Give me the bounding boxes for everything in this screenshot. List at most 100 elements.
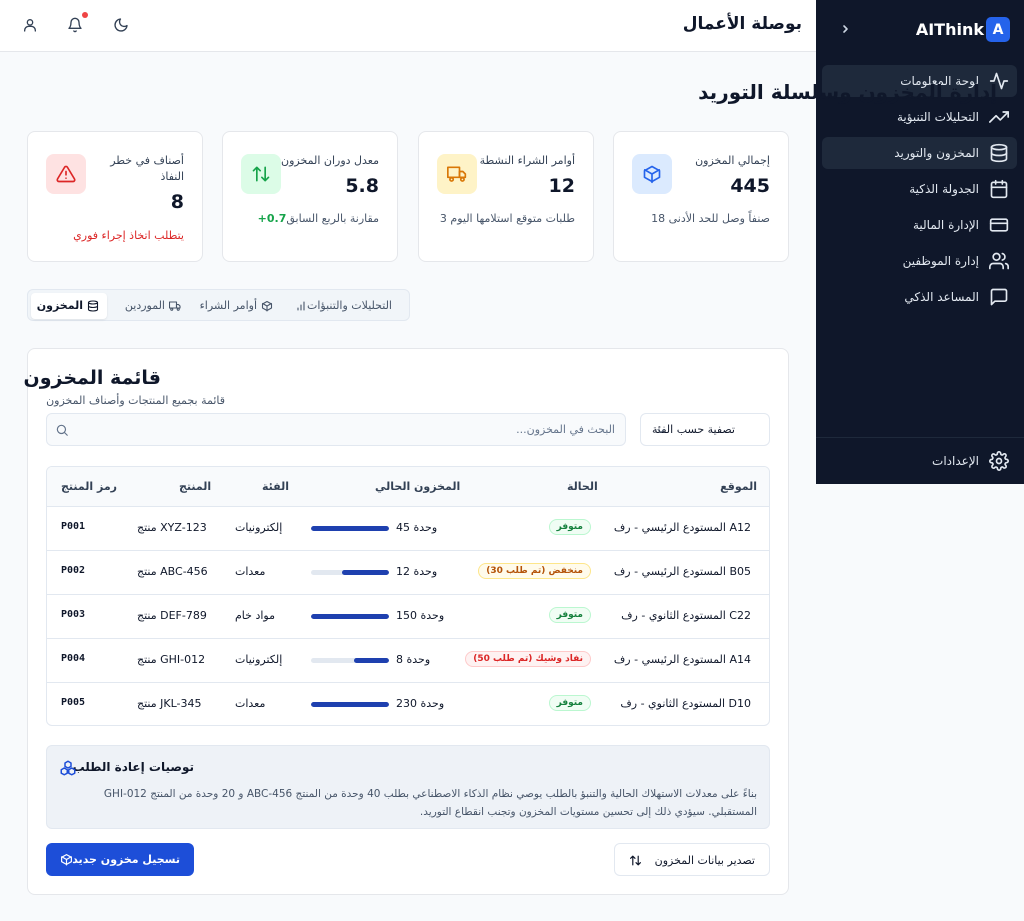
tab-label: الموردين	[124, 299, 165, 312]
panel-subtitle: قائمة بجميع المنتجات وأصناف المخزون	[46, 394, 225, 407]
top-bar: بوصلة الأعمال	[0, 0, 816, 52]
sidebar-item-predictive-analytics[interactable]: التحليلات التنبؤية	[822, 101, 1017, 133]
stat-footer: +0.7مقارنة بالربع السابق	[258, 212, 379, 225]
sidebar-item-label: إدارة الموظفين	[902, 254, 979, 268]
category-filter-select[interactable]: تصفية حسب الفئة	[640, 413, 770, 446]
column-header-stock: المخزون الحالي	[375, 480, 461, 493]
stat-card-turnover: معدل دوران المخزون 5.8 +0.7مقارنة بالربع…	[222, 131, 398, 262]
stat-card-purchase-orders: أوامر الشراء النشطة 12 3 طلبات متوقع است…	[418, 131, 594, 262]
stock-level-bar	[311, 702, 389, 707]
brand-logo: A	[986, 17, 1010, 42]
search-icon	[55, 423, 69, 437]
stock-level-bar	[311, 614, 389, 619]
stock-level-fill	[311, 614, 389, 619]
sidebar-divider	[816, 437, 1024, 438]
table-row[interactable]: P003 منتج DEF-789 مواد خام 150 وحدة متوفر الم…	[47, 595, 769, 639]
tab-purchase-orders[interactable]: أوامر الشراء	[191, 293, 281, 319]
recommendations-text: بناءً على معدلات الاستهلاك الحالية والتن…	[103, 788, 757, 818]
package-icon	[261, 300, 273, 312]
message-square-icon	[989, 287, 1009, 307]
column-header-code: رمز المنتج	[61, 480, 117, 493]
column-header-category: الفئة	[262, 480, 289, 493]
table-row[interactable]: P002 منتج ABC-456 معدات 12 وحدة منخفض (تم طل…	[47, 551, 769, 595]
sidebar-item-label: المخزون والتوريد	[894, 146, 979, 160]
button-label: تسجيل مخزون جديد	[72, 853, 180, 866]
users-icon	[989, 251, 1009, 271]
register-inventory-button[interactable]: تسجيل مخزون جديد	[46, 843, 194, 876]
alert-triangle-icon	[46, 154, 86, 194]
stock-level-fill	[342, 570, 389, 575]
table-header: رمز المنتج المنتج الفئة المخزون الحالي ا…	[47, 467, 769, 507]
tab-suppliers[interactable]: الموردين	[109, 293, 189, 319]
sidebar-item-label: الجدولة الذكية	[909, 182, 979, 196]
sidebar-item-assistant[interactable]: المساعد الذكي	[822, 281, 1017, 313]
sidebar-item-settings[interactable]: الإعدادات	[822, 445, 1017, 477]
stat-value: 5.8	[345, 175, 379, 197]
bell-icon[interactable]	[67, 17, 83, 33]
product-code: P005	[61, 697, 86, 708]
column-header-status: الحالة	[567, 480, 598, 493]
tab-inventory[interactable]: المخزون	[31, 293, 107, 319]
export-inventory-button[interactable]: تصدير بيانات المخزون	[614, 843, 770, 876]
product-location: المستودع الرئيسي - رف A14	[613, 653, 751, 666]
moon-icon[interactable]	[113, 17, 129, 33]
table-row[interactable]: P001 منتج XYZ-123 إلكترونيات 45 وحدة متوفر ال…	[47, 507, 769, 551]
package-icon	[60, 853, 73, 866]
stat-title: معدل دوران المخزون	[281, 154, 379, 167]
section-tabs: المخزون الموردين أوامر الشراء التحليلات …	[27, 289, 410, 321]
status-badge: متوفر	[548, 519, 591, 535]
search-input[interactable]	[75, 414, 615, 445]
activity-icon	[989, 71, 1009, 91]
chevron-right-icon[interactable]	[838, 20, 854, 38]
page-title: إدارة المخزون وسلسلة التوريد	[698, 80, 997, 104]
sidebar-item-dashboard[interactable]: لوحة المعلومات	[822, 65, 1017, 97]
stock-level-bar	[311, 570, 389, 575]
product-code: P004	[61, 653, 86, 664]
arrows-up-down-icon	[241, 154, 281, 194]
sidebar: A AIThink لوحة المعلومات التحليلات التنب…	[816, 0, 1024, 484]
inventory-panel: قائمة المخزون قائمة بجميع المنتجات وأصنا…	[23, 348, 789, 895]
sidebar-item-scheduling[interactable]: الجدولة الذكية	[822, 173, 1017, 205]
database-icon	[989, 143, 1009, 163]
stat-delta: +0.7	[257, 212, 287, 225]
sidebar-nav: لوحة المعلومات التحليلات التنبؤية المخزو…	[822, 65, 1017, 317]
calendar-icon	[989, 179, 1009, 199]
tab-label: المخزون	[36, 299, 83, 312]
stock-level-fill	[311, 526, 389, 531]
tab-label: التحليلات والتنبؤات	[307, 299, 392, 312]
user-icon[interactable]	[22, 17, 38, 33]
product-category: إلكترونيات	[235, 521, 283, 534]
stat-title: أصناف في خطر النفاذ	[110, 154, 184, 183]
brand-name: AIThink	[915, 20, 984, 39]
notification-dot	[82, 12, 88, 18]
reorder-recommendations: توصيات إعادة الطلب بناءً على معدلات الاس…	[46, 745, 770, 829]
stock-quantity: 230 وحدة	[396, 697, 445, 710]
product-name: منتج JKL-345	[137, 697, 202, 710]
product-location: المستودع الثانوي - رف C22	[621, 609, 751, 622]
stock-level-bar	[311, 526, 389, 531]
product-category: إلكترونيات	[235, 653, 283, 666]
sidebar-item-inventory[interactable]: المخزون والتوريد	[822, 137, 1017, 169]
truck-icon	[437, 154, 477, 194]
product-name: منتج DEF-789	[137, 609, 207, 622]
column-header-product: المنتج	[179, 480, 212, 493]
table-row[interactable]: P005 منتج JKL-345 معدات 230 وحدة متوفر المستو…	[47, 683, 769, 725]
stock-level-bar	[311, 658, 389, 663]
boxes-icon	[59, 759, 77, 777]
stat-title: أوامر الشراء النشطة	[479, 154, 575, 167]
tab-label: أوامر الشراء	[199, 299, 257, 312]
stat-value: 8	[170, 191, 184, 213]
product-category: معدات	[235, 697, 266, 710]
trending-up-icon	[989, 107, 1009, 127]
sidebar-item-employees[interactable]: إدارة الموظفين	[822, 245, 1017, 277]
product-name: منتج GHI-012	[137, 653, 206, 666]
tab-analytics[interactable]: التحليلات والتنبؤات	[283, 293, 406, 319]
product-code: P003	[61, 609, 86, 620]
product-code: P001	[61, 521, 86, 532]
table-row[interactable]: P004 منتج GHI-012 إلكترونيات 8 وحدة نفاد وشي…	[47, 639, 769, 683]
search-box	[46, 413, 626, 446]
stat-footer: 3 طلبات متوقع استلامها اليوم	[439, 212, 575, 225]
bar-chart-icon	[295, 300, 307, 312]
sidebar-item-finance[interactable]: الإدارة المالية	[822, 209, 1017, 241]
stat-value: 12	[548, 175, 575, 197]
